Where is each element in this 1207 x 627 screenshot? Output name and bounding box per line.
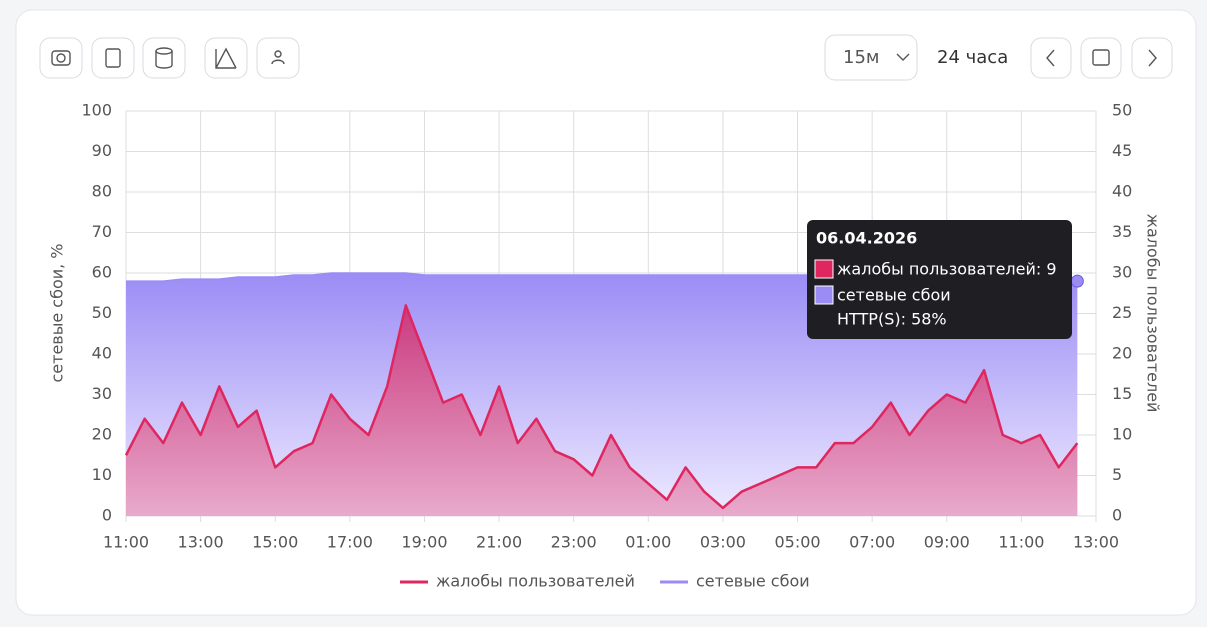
y-axis-label: сетевые сбои, % — [48, 243, 67, 382]
y-tick-label: 50 — [92, 303, 112, 322]
y2-tick-label: 35 — [1112, 222, 1132, 241]
y-tick-label: 90 — [92, 141, 112, 160]
x-tick-label: 13:00 — [178, 533, 224, 552]
y-tick-label: 80 — [92, 182, 112, 201]
icon — [56, 53, 66, 63]
icon — [215, 47, 237, 69]
y2-tick-label: 15 — [1112, 384, 1132, 403]
y2-tick-label: 5 — [1112, 465, 1122, 484]
user-button[interactable] — [256, 37, 300, 79]
y-tick-label: 100 — [81, 101, 112, 120]
y-tick-label: 40 — [92, 344, 112, 363]
y-tick-label: 60 — [92, 263, 112, 282]
y-tick-label: 0 — [102, 506, 112, 525]
tooltip: 06.04.2026 жалобы пользователей: 9 сетевые… — [807, 220, 1072, 339]
icon — [1148, 49, 1157, 67]
tooltip-box — [807, 220, 1072, 339]
hover-point — [1070, 274, 1084, 288]
x-tick-label: 07:00 — [849, 533, 895, 552]
document-button[interactable] — [91, 37, 135, 79]
x-tick-label: 11:00 — [998, 533, 1044, 552]
x-tick-label: 05:00 — [774, 533, 820, 552]
legend-label: жалобы пользователей — [436, 572, 635, 591]
tooltip-date: 06.04.2026 — [816, 229, 917, 248]
y2-axis-label: жалобы пользователей — [1144, 214, 1163, 413]
tooltip-complaints: жалобы пользователей: 9 — [837, 260, 1057, 279]
series-line — [124, 304, 1079, 510]
icon — [1046, 49, 1055, 67]
y-tick-label: 70 — [92, 222, 112, 241]
y-tick-label: 20 — [92, 425, 112, 444]
camera-button[interactable] — [39, 37, 83, 79]
interval-value: 15м — [843, 47, 879, 68]
x-tick-label: 23:00 — [551, 533, 597, 552]
toolbar: 15м 24 часа — [39, 34, 1173, 81]
y2-tick-label: 30 — [1112, 263, 1132, 282]
chart-button[interactable] — [204, 37, 248, 79]
y2-tick-label: 50 — [1112, 101, 1132, 120]
range-value[interactable]: 24 часа — [937, 47, 1008, 68]
x-tick-label: 17:00 — [327, 533, 373, 552]
calendar-button[interactable] — [1080, 37, 1122, 79]
y2-tick-label: 0 — [1112, 506, 1122, 525]
icon — [271, 59, 285, 65]
x-tick-label: 09:00 — [924, 533, 970, 552]
x-tick-label: 19:00 — [401, 533, 447, 552]
x-tick-label: 03:00 — [700, 533, 746, 552]
icon — [274, 50, 282, 58]
y-tick-label: 30 — [92, 384, 112, 403]
icon — [1092, 49, 1110, 66]
tooltip-failures: сетевые сбои — [837, 286, 951, 305]
next-button[interactable] — [1131, 37, 1173, 79]
icon — [51, 50, 71, 66]
x-tick-label: 13:00 — [1073, 533, 1119, 552]
icon — [155, 51, 173, 69]
prev-button[interactable] — [1030, 37, 1072, 79]
tooltip-swatch — [814, 259, 834, 279]
interval-select[interactable] — [824, 34, 918, 81]
x-tick-label: 01:00 — [625, 533, 671, 552]
x-tick-label: 15:00 — [252, 533, 298, 552]
y2-tick-label: 25 — [1112, 303, 1132, 322]
y2-tick-label: 45 — [1112, 141, 1132, 160]
x-tick-label: 21:00 — [476, 533, 522, 552]
database-button[interactable] — [142, 37, 186, 79]
y2-tick-label: 20 — [1112, 344, 1132, 363]
y-tick-label: 10 — [92, 465, 112, 484]
icon — [896, 53, 910, 61]
x-tick-label: 11:00 — [103, 533, 149, 552]
y2-tick-label: 10 — [1112, 425, 1132, 444]
tooltip-failures-detail: HTTP(S): 58% — [837, 310, 947, 329]
icon — [105, 48, 121, 68]
y2-tick-label: 40 — [1112, 182, 1132, 201]
series-area — [126, 305, 1078, 516]
tooltip-swatch — [814, 285, 834, 305]
legend-label: сетевые сбои — [696, 572, 810, 591]
